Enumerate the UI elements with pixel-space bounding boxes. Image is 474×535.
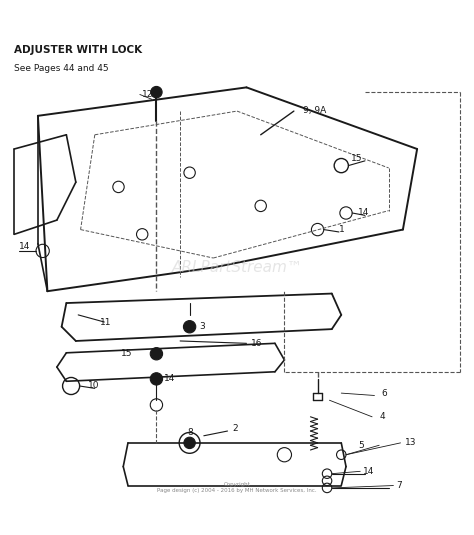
Text: 14: 14 — [358, 209, 369, 218]
Text: See Pages 44 and 45: See Pages 44 and 45 — [14, 64, 109, 73]
Text: 6: 6 — [382, 388, 387, 398]
Text: Copyright
Page design (c) 2004 - 2016 by MH Network Services, Inc.: Copyright Page design (c) 2004 - 2016 by… — [157, 482, 317, 493]
Text: 4: 4 — [379, 412, 385, 421]
Circle shape — [150, 373, 163, 385]
Text: ADJUSTER WITH LOCK: ADJUSTER WITH LOCK — [14, 45, 142, 55]
Text: ARLPartStream™: ARLPartStream™ — [172, 260, 302, 275]
Text: 9, 9A: 9, 9A — [303, 105, 327, 114]
Text: 8: 8 — [187, 428, 193, 437]
Text: 12: 12 — [142, 90, 154, 99]
Text: 14: 14 — [363, 467, 374, 476]
Text: 15: 15 — [121, 349, 132, 358]
Text: 13: 13 — [405, 438, 417, 447]
Text: 14: 14 — [164, 374, 175, 384]
Text: 16: 16 — [251, 339, 263, 348]
Text: 14: 14 — [19, 242, 30, 251]
Circle shape — [183, 320, 196, 333]
Circle shape — [151, 87, 162, 98]
Text: 15: 15 — [351, 154, 362, 163]
Text: 1: 1 — [339, 225, 345, 234]
Text: 3: 3 — [199, 322, 205, 331]
Text: 2: 2 — [232, 424, 238, 433]
Circle shape — [184, 437, 195, 448]
Text: 11: 11 — [100, 317, 111, 326]
Circle shape — [150, 348, 163, 360]
Text: 7: 7 — [396, 481, 401, 490]
Text: 10: 10 — [88, 380, 99, 389]
Text: 5: 5 — [358, 441, 364, 450]
